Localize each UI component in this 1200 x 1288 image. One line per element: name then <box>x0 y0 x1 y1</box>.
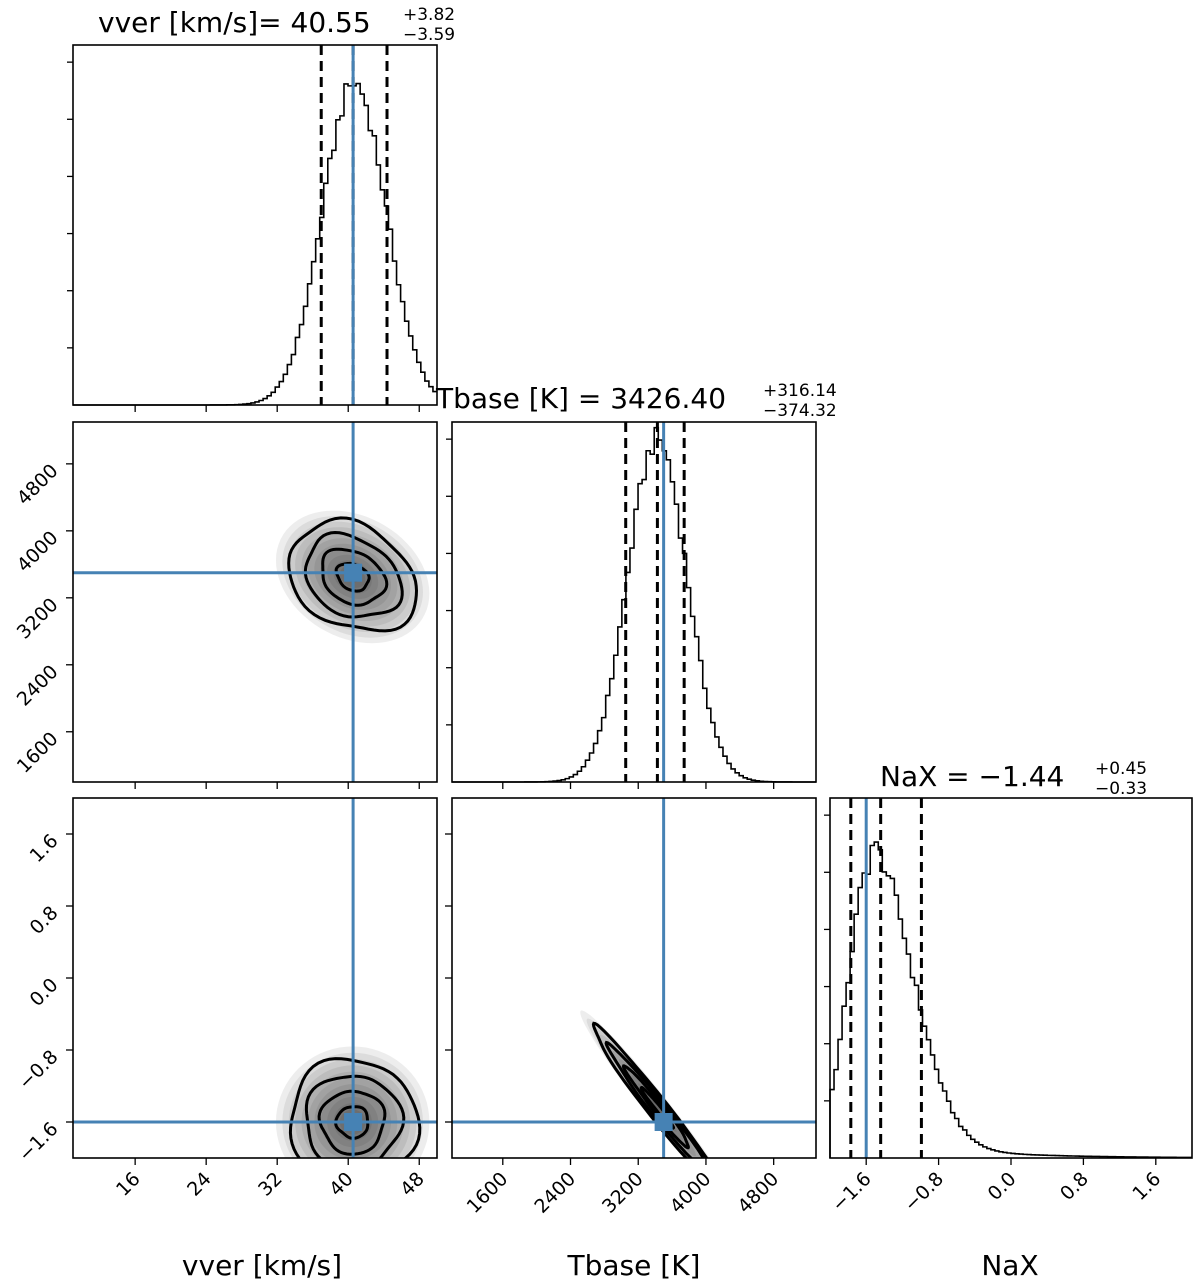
frame-hist-Tbase <box>451 421 817 783</box>
contour-level-2 <box>604 1040 705 1158</box>
y-tick-label: 4000 <box>13 527 63 577</box>
x-tick-label: −1.6 <box>828 1168 876 1216</box>
x-tick-label: 0.0 <box>984 1168 1021 1205</box>
panel-hist-NaX <box>824 797 1193 1159</box>
panel-2d-vver-Tbase <box>72 421 438 783</box>
x-tick-label: 0.8 <box>1056 1168 1093 1205</box>
title-nax-main: NaX = −1.44 <box>880 760 1064 793</box>
y-tick-label: 3200 <box>13 594 63 644</box>
y-tick-label: −0.8 <box>14 1046 62 1094</box>
x-tick-label: 24 <box>183 1168 216 1201</box>
histogram-vver <box>73 82 437 406</box>
y-tick-label: 0.0 <box>26 974 63 1011</box>
x-tick-label: 1.6 <box>1128 1168 1165 1205</box>
density-layer <box>618 1059 696 1157</box>
x-tick-label: 40 <box>325 1168 358 1201</box>
x-axis-vver: 16 24 32 40 48 <box>112 1158 429 1201</box>
title-nax-sub: −0.33 <box>1095 779 1147 799</box>
x-axis-NaX: −1.6 −0.8 0.0 0.8 1.6 <box>828 1158 1165 1216</box>
histogram-Tbase <box>452 426 816 783</box>
contour-level-3 <box>591 1021 709 1158</box>
histogram-NaX <box>829 841 1192 1159</box>
x-tick-label: 3200 <box>598 1168 648 1218</box>
frame-2d <box>72 421 438 783</box>
title-tbase-sup: +316.14 <box>763 381 837 401</box>
panel-titles: vver [km/s]= 40.55 +3.82 −3.59 Tbase [K]… <box>98 5 1147 799</box>
axis-labels: vver [km/s] Tbase [K] NaX <box>182 1249 1039 1282</box>
title-tbase-main: Tbase [K] = 3426.40 <box>435 382 726 415</box>
panel-hist-vver <box>67 44 438 406</box>
truth-marker <box>344 563 363 582</box>
frame-hist-vver <box>72 44 438 406</box>
x-tick-label: 1600 <box>463 1168 513 1218</box>
frame-2d <box>451 797 817 1159</box>
y-tick-label: 0.8 <box>26 902 63 939</box>
x-axis-Tbase: 1600 2400 3200 4000 4800 <box>463 1158 783 1218</box>
y-tick-label: 4800 <box>13 460 63 510</box>
y-axis-Tbase: 1600 2400 3200 4000 4800 <box>13 460 73 778</box>
title-vver-main: vver [km/s]= 40.55 <box>98 6 371 39</box>
panel-2d-vver-NaX <box>72 797 438 1159</box>
y-tick-label: 2400 <box>13 661 63 711</box>
x-tick-label: 4800 <box>733 1168 783 1218</box>
title-vver-sub: −3.59 <box>403 25 455 45</box>
title-nax-sup: +0.45 <box>1095 759 1147 779</box>
contour-level-3 <box>287 516 419 633</box>
density-layer <box>650 1099 664 1116</box>
truth-marker <box>344 1113 363 1131</box>
y-tick-label: −1.6 <box>14 1118 62 1166</box>
panels: 16 24 32 40 48 1600 2400 3200 4000 4800 −1.6 −0.8 0.… <box>13 44 1193 1218</box>
x-tick-label: 2400 <box>530 1168 580 1218</box>
x-tick-label: 48 <box>396 1168 429 1201</box>
contour-level-2 <box>303 530 404 619</box>
frame-hist-NaX <box>829 797 1193 1159</box>
x-tick-label: −0.8 <box>900 1168 948 1216</box>
title-tbase-sub: −374.32 <box>763 401 837 421</box>
xlabel-vver: vver [km/s] <box>182 1249 342 1282</box>
x-tick-label: 16 <box>112 1168 145 1201</box>
y-tick-label: 1.6 <box>26 830 63 867</box>
x-tick-label: 4000 <box>666 1168 716 1218</box>
truth-marker <box>654 1113 673 1131</box>
contour-level-1 <box>321 547 389 607</box>
y-tick-label: 1600 <box>13 728 63 778</box>
x-tick-label: 32 <box>254 1168 287 1201</box>
xlabel-tbase: Tbase [K] <box>567 1249 701 1282</box>
panel-2d-Tbase-NaX <box>451 797 817 1159</box>
y-axis-NaX: −1.6 −0.8 0.0 0.8 1.6 <box>14 830 73 1166</box>
panel-hist-Tbase <box>446 421 817 783</box>
xlabel-nax: NaX <box>981 1249 1038 1282</box>
title-vver-sup: +3.82 <box>403 5 455 25</box>
